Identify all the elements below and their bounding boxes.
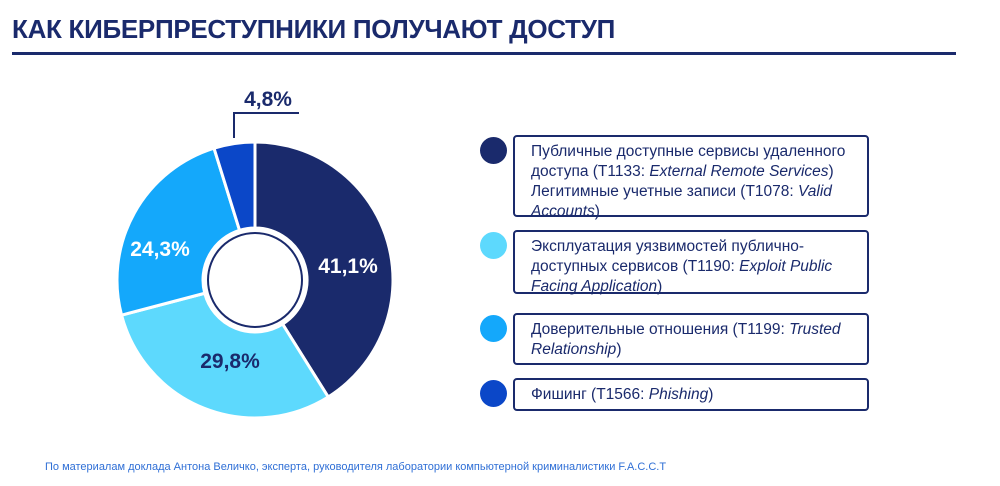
legend-text: ) (828, 163, 834, 180)
legend-text: ) (594, 203, 600, 220)
legend-text: ) (657, 278, 663, 295)
legend-text: Публичные доступные сервисы удаленного д… (531, 143, 846, 180)
legend-color-dot (480, 137, 507, 164)
donut-chart: 41,1% 29,8% 24,3% 4,8% (115, 88, 395, 420)
legend-color-dot (480, 315, 507, 342)
legend-label: Эксплуатация уязвимостей публично-доступ… (513, 230, 869, 295)
slice-label: 24,3% (130, 238, 190, 261)
leader-line (233, 112, 299, 138)
legend-label: Доверительные отношения (T1199: Trusted … (513, 313, 869, 365)
legend-label: Публичные доступные сервисы удаленного д… (513, 135, 869, 220)
slice-label: 4,8% (244, 88, 292, 111)
legend-text: ) (616, 341, 622, 358)
legend-text: Фишинг (T1566: (531, 386, 649, 403)
legend-text: Exploit Public Facing Application (531, 258, 833, 295)
legend-text: Valid Accounts (531, 183, 832, 220)
legend-text: Phishing (648, 386, 709, 403)
legend-text: ) (708, 386, 714, 403)
legend-color-dot (480, 380, 507, 407)
donut-slice (119, 291, 331, 420)
legend-text: Легитимные учетные записи (T1078: (531, 183, 799, 200)
page-title: КАК КИБЕРПРЕСТУПНИКИ ПОЛУЧАЮТ ДОСТУП (12, 14, 615, 44)
donut-slice (115, 146, 242, 317)
legend-label: Фишинг (T1566: Phishing) (513, 378, 869, 411)
donut-slice (212, 140, 257, 233)
source-note: По материалам доклада Антона Величко, эк… (45, 461, 667, 473)
legend-color-dot (480, 232, 507, 259)
title-divider (12, 52, 956, 55)
slice-label: 29,8% (200, 350, 260, 373)
legend-text: External Remote Services (649, 163, 829, 180)
legend-text: Эксплуатация уязвимостей публично-доступ… (531, 238, 805, 275)
slice-label: 41,1% (318, 255, 378, 278)
legend-text: Trusted Relationship (531, 321, 841, 358)
donut-center-ring (207, 232, 303, 328)
legend-text: Доверительные отношения (T1199: (531, 321, 790, 338)
